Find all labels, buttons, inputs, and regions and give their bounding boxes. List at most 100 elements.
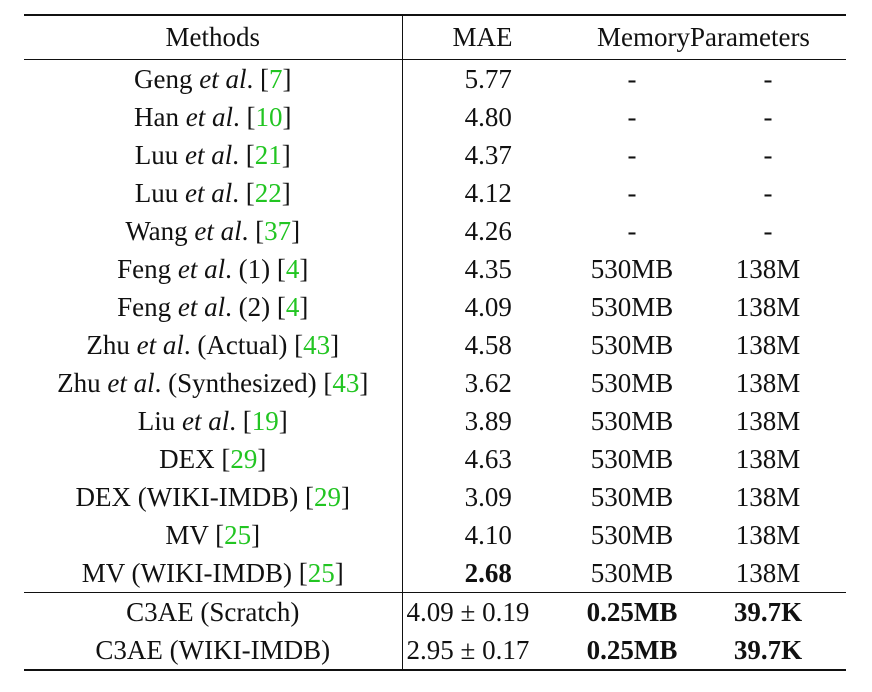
memory-cell: 0.25MB bbox=[574, 631, 690, 670]
method-cell: C3AE (Scratch) bbox=[24, 592, 403, 631]
method-suffix: . bbox=[232, 178, 239, 208]
mae-value: 5.77 bbox=[464, 64, 512, 94]
mae-value: 4.10 bbox=[464, 520, 512, 550]
method-cell: Feng et al. (1) [4] bbox=[24, 250, 403, 288]
method-name: DEX bbox=[159, 444, 215, 474]
memory-cell: - bbox=[627, 216, 637, 246]
method-suffix: . (2) bbox=[225, 292, 271, 322]
mae-value: 4.63 bbox=[464, 444, 512, 474]
memory-value-best: 0.25MB bbox=[586, 635, 678, 665]
memory-header: Memory bbox=[597, 22, 690, 52]
memory-value-best: 0.25MB bbox=[586, 597, 678, 627]
memory-cell: 530MB bbox=[590, 368, 674, 398]
reference-link: 4 bbox=[285, 292, 300, 322]
mae-value: 4.26 bbox=[464, 216, 512, 246]
reference-link: 4 bbox=[285, 254, 300, 284]
mae-value: 4.12 bbox=[464, 178, 512, 208]
parameters-cell: 138M bbox=[735, 520, 801, 550]
reference-link: 25 bbox=[307, 558, 335, 588]
method-etal: et al bbox=[185, 178, 233, 208]
method-cell: Zhu et al. (Actual) [43] bbox=[24, 326, 403, 364]
method-cell: Han et al. [10] bbox=[24, 98, 403, 136]
method-name: Zhu bbox=[57, 368, 101, 398]
table-row: DEX (WIKI-IMDB) [29] 3.09 530MB 138M bbox=[24, 478, 846, 516]
parameters-cell: - bbox=[763, 102, 773, 132]
mae-cell: 2.68 bbox=[402, 554, 574, 593]
parameters-cell: - bbox=[763, 216, 773, 246]
memory-cell: 530MB bbox=[590, 482, 674, 512]
method-etal: et al bbox=[182, 406, 230, 436]
method-etal: et al bbox=[136, 330, 184, 360]
method-name: Feng bbox=[117, 254, 172, 284]
mae-cell: 4.09 ± 0.19 bbox=[406, 597, 530, 627]
parameters-value-best: 39.7K bbox=[733, 597, 803, 627]
parameters-header: Parameters bbox=[690, 22, 810, 52]
method-suffix: . bbox=[229, 406, 236, 436]
memory-cell: 530MB bbox=[590, 406, 674, 436]
reference-link: 22 bbox=[254, 178, 282, 208]
table-row: Zhu et al. (Synthesized) [43] 3.62 530MB 13… bbox=[24, 364, 846, 402]
memory-cell: - bbox=[627, 178, 637, 208]
method-cell: C3AE (WIKI-IMDB) bbox=[24, 631, 403, 670]
method-suffix: . (Actual) bbox=[183, 330, 288, 360]
parameters-cell: 39.7K bbox=[690, 631, 846, 670]
method-cell: MV [25] bbox=[24, 516, 403, 554]
parameters-cell: - bbox=[763, 178, 773, 208]
memory-cell: 530MB bbox=[590, 292, 674, 322]
method-cell: Wang et al. [37] bbox=[24, 212, 403, 250]
memory-cell: 530MB bbox=[590, 558, 674, 588]
method-etal: et al bbox=[185, 140, 233, 170]
methods-header: Methods bbox=[24, 15, 403, 60]
method-cell: Feng et al. (2) [4] bbox=[24, 288, 403, 326]
method-etal: et al bbox=[194, 216, 242, 246]
method-etal: et al bbox=[177, 292, 226, 322]
mae-cell: 4.12 bbox=[402, 174, 574, 212]
method-name: Luu bbox=[134, 140, 179, 170]
method-name: MV bbox=[165, 520, 209, 550]
reference-link: 19 bbox=[251, 406, 279, 436]
reference-link: 29 bbox=[230, 444, 258, 474]
memory-cell: 530MB bbox=[590, 444, 674, 474]
mae-header: MAE bbox=[452, 22, 513, 52]
method-suffix: . (1) bbox=[225, 254, 271, 284]
method-name: Zhu bbox=[86, 330, 130, 360]
table-row: C3AE (WIKI-IMDB) 2.95 ± 0.17 0.25MB 39.7K bbox=[24, 631, 846, 670]
parameters-cell: 138M bbox=[735, 330, 801, 360]
memory-cell: - bbox=[627, 102, 637, 132]
mae-cell: 4.35 bbox=[402, 250, 574, 288]
method-name: Han bbox=[134, 102, 179, 132]
method-etal: et al bbox=[177, 254, 226, 284]
method-cell: MV (WIKI-IMDB) [25] bbox=[24, 554, 403, 593]
memory-cell: 530MB bbox=[590, 330, 674, 360]
method-name: Liu bbox=[137, 406, 176, 436]
table-row: Han et al. [10] 4.80 - - bbox=[24, 98, 846, 136]
method-name: Wang bbox=[125, 216, 188, 246]
mae-cell: 3.62 bbox=[402, 364, 574, 402]
method-suffix: . bbox=[232, 140, 239, 170]
mae-cell: 3.89 bbox=[402, 402, 574, 440]
method-suffix: . bbox=[246, 64, 254, 94]
parameters-cell: - bbox=[763, 140, 773, 170]
mae-value: 3.89 bbox=[464, 406, 512, 436]
method-suffix: . (Synthesized) bbox=[154, 368, 317, 398]
method-cell: Zhu et al. (Synthesized) [43] bbox=[24, 364, 403, 402]
mae-value: 3.09 bbox=[464, 482, 512, 512]
reference-link: 43 bbox=[332, 368, 360, 398]
mae-value: 4.09 bbox=[464, 292, 512, 322]
parameters-cell: 138M bbox=[735, 254, 801, 284]
table-body: Geng et al. [7] 5.77 - - Han et al. [10] 4.80… bbox=[24, 59, 846, 593]
mae-cell: 4.63 bbox=[402, 440, 574, 478]
results-table: Methods MAE Memory Parameters Geng et al… bbox=[24, 14, 846, 671]
mae-cell: 4.80 bbox=[402, 98, 574, 136]
table-row: Luu et al. [22] 4.12 - - bbox=[24, 174, 846, 212]
parameters-cell: 39.7K bbox=[690, 593, 846, 632]
table-row: Wang et al. [37] 4.26 - - bbox=[24, 212, 846, 250]
table-row: Feng et al. (1) [4] 4.35 530MB 138M bbox=[24, 250, 846, 288]
reference-link: 10 bbox=[255, 102, 283, 132]
method-etal: et al bbox=[185, 102, 233, 132]
mae-cell: 4.10 bbox=[402, 516, 574, 554]
mae-cell: 4.37 bbox=[402, 136, 574, 174]
table-row: Zhu et al. (Actual) [43] 4.58 530MB 138M bbox=[24, 326, 846, 364]
method-name: DEX (WIKI-IMDB) bbox=[75, 482, 299, 512]
parameters-value-best: 39.7K bbox=[733, 635, 803, 665]
